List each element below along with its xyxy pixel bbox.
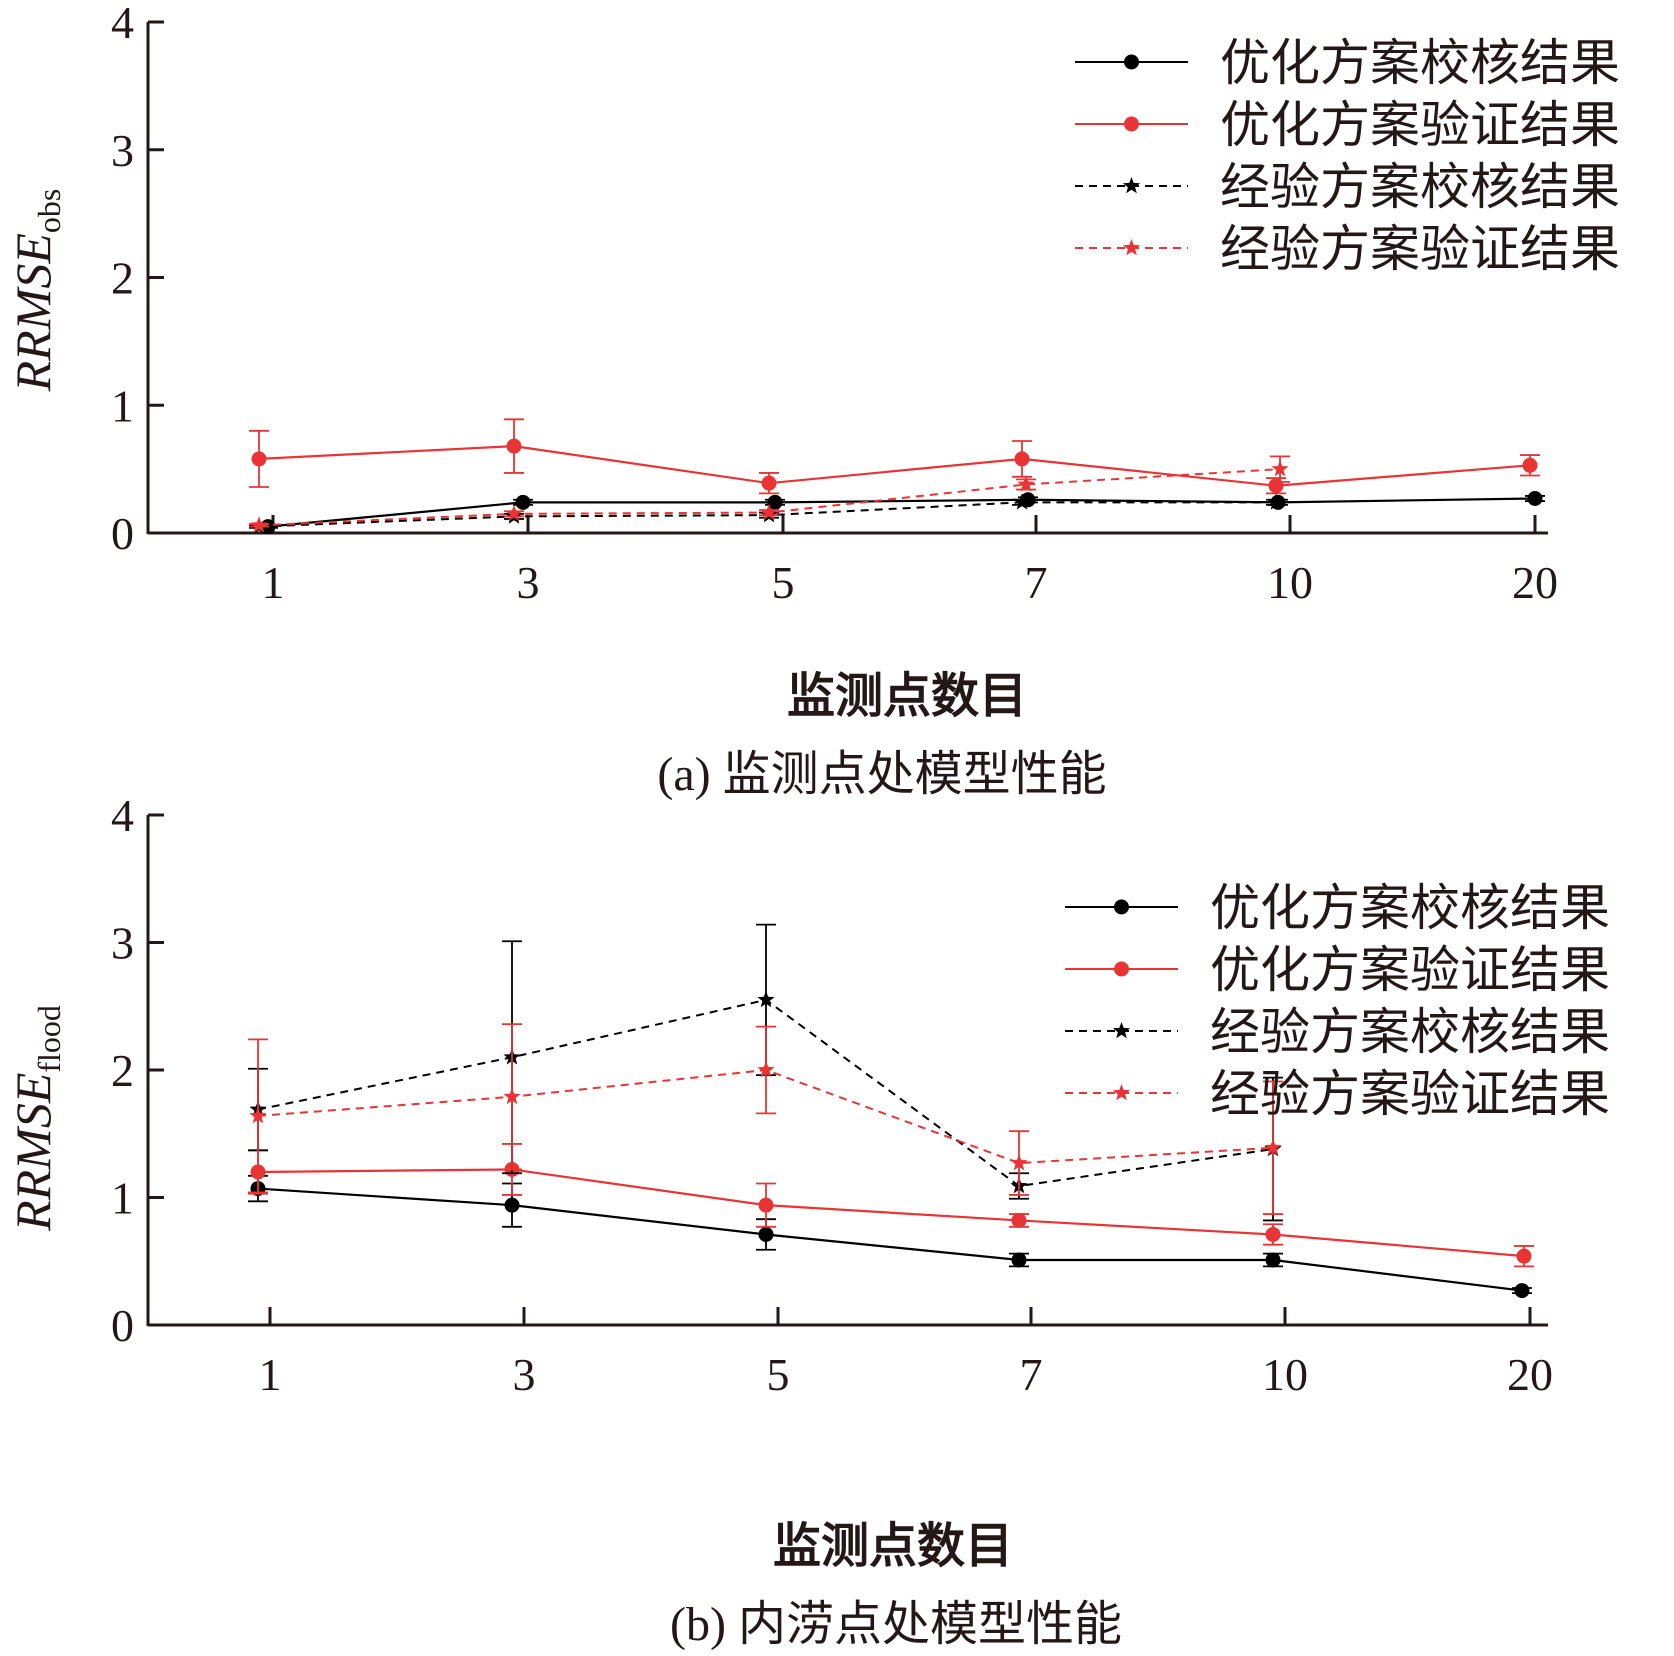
panel-b-xtick-label: 10	[1262, 1349, 1308, 1400]
panel-b-legend-marker	[1112, 1084, 1131, 1101]
panel-a-series-line	[267, 497, 1536, 528]
panel-a-data-point	[761, 475, 777, 491]
panel-b-data-point	[1011, 1212, 1027, 1228]
panel-b-legend-label: 经验方案验证结果	[1210, 1066, 1610, 1122]
panel-a-data-point	[1522, 457, 1538, 473]
panel-a-data-point	[505, 504, 523, 522]
panel-a-xtick-label: 10	[1267, 557, 1313, 608]
panel-b-data-point	[249, 1106, 267, 1124]
svg-text:RRMSEobs: RRMSEobs	[5, 189, 67, 393]
panel-a-legend-marker	[1124, 54, 1139, 70]
panel-b-data-point	[1516, 1248, 1532, 1264]
panel-b-ylabel-main: RRMSE	[5, 1073, 61, 1232]
panel-b-data-point	[1010, 1154, 1028, 1171]
panel-b-legend-marker	[1114, 899, 1129, 915]
panel-a-data-point	[767, 494, 783, 510]
panel-b-ytick-label: 0	[111, 1300, 134, 1351]
panel-b-series-line	[257, 1168, 1525, 1258]
panel-b-legend-label: 经验方案校核结果	[1210, 1004, 1610, 1060]
panel-a-legend-label: 经验方案验证结果	[1220, 221, 1620, 277]
panel-b-xtick-label: 20	[1507, 1349, 1553, 1400]
panel-a-legend-marker	[1122, 239, 1141, 256]
panel-a-xlabel: 监测点数目	[787, 670, 1027, 723]
panel-a-legend-marker	[1124, 116, 1139, 132]
panel-a: RRMSEobs 监测点数目 (a) 监测点处模型性能	[5, 189, 1107, 801]
panel-a-ytick-label: 4	[111, 0, 134, 48]
panel-b-ytick-label: 2	[111, 1045, 134, 1096]
panel-b-ytick-label: 1	[111, 1173, 134, 1224]
panel-a-ylabel-sub: obs	[31, 189, 67, 233]
panel-a-ytick-label: 1	[111, 380, 134, 431]
panel-a-series-line	[258, 445, 1531, 487]
panel-a-legend-label: 优化方案校核结果	[1220, 35, 1620, 91]
panel-b-data-point	[1011, 1252, 1027, 1268]
panel-b-xtick-label: 3	[513, 1349, 536, 1400]
panel-a-data-point	[515, 494, 531, 510]
panel-b-xtick-label: 5	[767, 1349, 790, 1400]
panel-a-data-point	[251, 451, 267, 467]
panel-b-series-1	[248, 1174, 1532, 1299]
panel-b-data-point	[758, 1226, 774, 1242]
panel-b-ylabel: RRMSEflood	[5, 1005, 67, 1232]
panel-b-legend-marker	[1112, 1022, 1131, 1039]
panel-a-data-point	[506, 438, 522, 454]
panel-a-series-2	[249, 418, 1540, 495]
panel-a-data-point	[250, 516, 268, 533]
panel-a-legend-label: 经验方案校核结果	[1220, 159, 1620, 215]
panel-b-legend-label: 优化方案校核结果	[1210, 880, 1610, 936]
panel-a-series-4	[249, 455, 1290, 533]
panel-a-caption: (a) 监测点处模型性能	[657, 748, 1106, 801]
panel-a-xtick-label: 1	[262, 557, 285, 608]
panel-a-xtick-label: 7	[1025, 557, 1048, 608]
panel-a-data-point	[1527, 491, 1543, 507]
panel-b-data-point	[758, 1197, 774, 1213]
panel-a-data-point	[760, 503, 778, 520]
panel-a-ytick-label: 0	[111, 508, 134, 559]
panel-a-ylabel: RRMSEobs	[5, 189, 67, 393]
panel-b-series-line	[257, 1187, 1523, 1292]
panel-b-xtick-label: 7	[1020, 1349, 1043, 1400]
panel-b-data-point	[757, 1061, 775, 1078]
panel-a-xtick-label: 20	[1512, 557, 1558, 608]
panel-b-data-point	[503, 1087, 521, 1105]
panel-a-ytick-label: 3	[111, 125, 134, 176]
panel-a-legend-label: 优化方案验证结果	[1220, 97, 1620, 153]
panel-a-data-point	[1017, 475, 1035, 492]
panel-a-data-point	[1271, 460, 1289, 477]
panel-b-data-point	[1514, 1283, 1530, 1299]
panel-a-data-point	[1268, 478, 1284, 494]
panel-b-plot: 0 1 2 3 4 1 3 5 7 10 20 优化方案校核结果优化方案验证结果经验方案校核结果经验方…	[111, 790, 1610, 1400]
panel-b-legend-marker	[1114, 961, 1129, 977]
panel-a-xtick-label: 5	[772, 557, 795, 608]
panel-a-data-point	[1267, 493, 1285, 510]
panel-a-legend-marker	[1122, 177, 1141, 194]
panel-b-legend-label: 优化方案验证结果	[1210, 942, 1610, 998]
panel-a-ylabel-main: RRMSE	[5, 233, 61, 392]
panel-b-data-point	[757, 990, 775, 1008]
panel-b-ytick-label: 4	[111, 790, 134, 841]
svg-text:RRMSEflood: RRMSEflood	[5, 1005, 67, 1232]
panel-a-plot: 0 1 2 3 4 1 3 5 7 10 20 优化方案校核结果优化方案验证结果经验方案校核结果经验方…	[111, 0, 1620, 608]
panel-b-data-point	[1265, 1252, 1281, 1268]
panel-a-xtick-label: 3	[517, 557, 540, 608]
panel-b-caption: (b) 内涝点处模型性能	[670, 1598, 1122, 1651]
panel-b-xtick-label: 1	[259, 1349, 282, 1400]
panel-b-ylabel-sub: flood	[31, 1005, 67, 1073]
panel-b-data-point	[1264, 1138, 1282, 1156]
panel-b-xlabel: 监测点数目	[773, 1520, 1013, 1573]
panel-a-ytick-label: 2	[111, 253, 134, 304]
panel-a-data-point	[1013, 493, 1031, 510]
panel-b-data-point	[1265, 1226, 1281, 1242]
panel-b-data-point	[504, 1197, 520, 1213]
panel-a-data-point	[1014, 451, 1030, 467]
panel-b: RRMSEflood 监测点数目 (b) 内涝点处模型性能	[5, 1005, 1122, 1651]
panel-b-series-4	[248, 1023, 1283, 1215]
panel-b-ytick-label: 3	[111, 918, 134, 969]
panel-a-series-1	[258, 491, 1545, 535]
